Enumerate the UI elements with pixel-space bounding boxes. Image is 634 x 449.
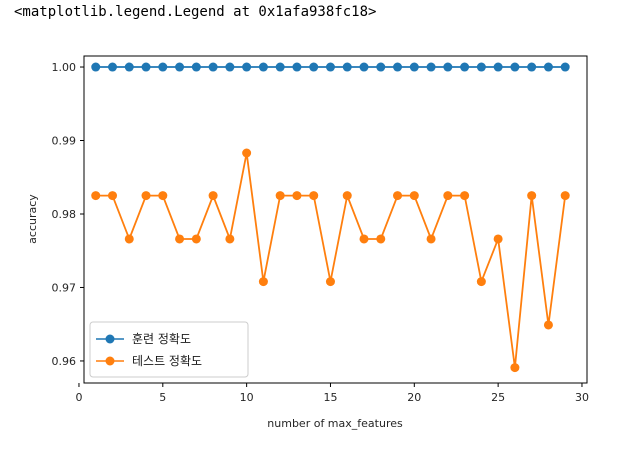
data-point: [527, 62, 537, 72]
plot-area: [91, 62, 570, 373]
legend-box: [89, 321, 249, 378]
data-point: [242, 62, 252, 72]
data-point: [275, 62, 285, 72]
data-point: [325, 277, 335, 287]
data-point: [258, 277, 268, 287]
legend: 훈련 정확도 테스트 정확도: [89, 321, 249, 378]
data-point: [510, 62, 520, 72]
data-point: [242, 148, 252, 158]
data-point: [108, 191, 118, 201]
x-axis-label: number of max_features: [267, 417, 403, 430]
y-axis-label: accuracy: [26, 194, 39, 244]
data-point: [342, 191, 352, 201]
data-point: [208, 191, 218, 201]
data-point: [309, 191, 319, 201]
data-point: [426, 234, 436, 244]
data-point: [493, 62, 503, 72]
data-point: [527, 191, 537, 201]
data-point: [476, 62, 486, 72]
data-point: [275, 191, 285, 201]
data-point: [543, 320, 553, 330]
data-point: [91, 191, 101, 201]
data-point: [309, 62, 319, 72]
data-point: [393, 191, 403, 201]
data-point: [543, 62, 553, 72]
data-point: [359, 234, 369, 244]
data-point: [175, 62, 185, 72]
legend-label-train: 훈련 정확도: [132, 332, 191, 346]
data-point: [409, 191, 419, 201]
x-tick-label: 15: [323, 391, 337, 404]
legend-marker-train: [105, 334, 115, 344]
x-tick-label: 10: [240, 391, 254, 404]
y-axis: 0.96 0.97 0.98 0.99 1.00: [52, 61, 84, 368]
series-1: [91, 62, 570, 72]
data-point: [292, 191, 302, 201]
data-point: [393, 62, 403, 72]
data-point: [141, 62, 151, 72]
y-tick-label: 0.99: [52, 135, 77, 148]
data-point: [376, 62, 386, 72]
data-point: [460, 191, 470, 201]
data-point: [225, 234, 235, 244]
data-point: [409, 62, 419, 72]
data-point: [460, 62, 470, 72]
data-point: [208, 62, 218, 72]
data-point: [258, 62, 268, 72]
data-point: [510, 363, 520, 373]
data-point: [560, 191, 570, 201]
data-point: [108, 62, 118, 72]
data-point: [124, 234, 134, 244]
data-point: [191, 234, 201, 244]
data-point: [376, 234, 386, 244]
data-point: [124, 62, 134, 72]
plot-frame: [83, 55, 588, 384]
y-tick-label: 0.96: [52, 355, 77, 368]
x-tick-label: 20: [407, 391, 421, 404]
data-point: [158, 62, 168, 72]
data-point: [359, 62, 369, 72]
x-tick-label: 5: [159, 391, 166, 404]
legend-label-test: 테스트 정확도: [132, 354, 202, 368]
x-axis: 0 5 10 15 20 25 30: [75, 383, 589, 404]
data-point: [476, 277, 486, 287]
data-point: [443, 62, 453, 72]
x-tick-label: 25: [491, 391, 505, 404]
y-tick-label: 1.00: [52, 61, 77, 74]
data-point: [493, 234, 503, 244]
data-point: [141, 191, 151, 201]
data-point: [560, 62, 570, 72]
series-2: [91, 148, 570, 373]
y-tick-label: 0.97: [52, 281, 77, 294]
cell-output-text: <matplotlib.legend.Legend at 0x1afa938fc…: [14, 4, 377, 20]
data-point: [191, 62, 201, 72]
data-point: [175, 234, 185, 244]
data-point: [292, 62, 302, 72]
data-point: [158, 191, 168, 201]
data-point: [225, 62, 235, 72]
legend-marker-test: [105, 356, 115, 366]
data-point: [443, 191, 453, 201]
x-tick-label: 0: [75, 391, 82, 404]
x-tick-label: 30: [575, 391, 589, 404]
data-point: [325, 62, 335, 72]
data-point: [426, 62, 436, 72]
y-tick-label: 0.98: [52, 208, 77, 221]
data-point: [91, 62, 101, 72]
data-point: [342, 62, 352, 72]
